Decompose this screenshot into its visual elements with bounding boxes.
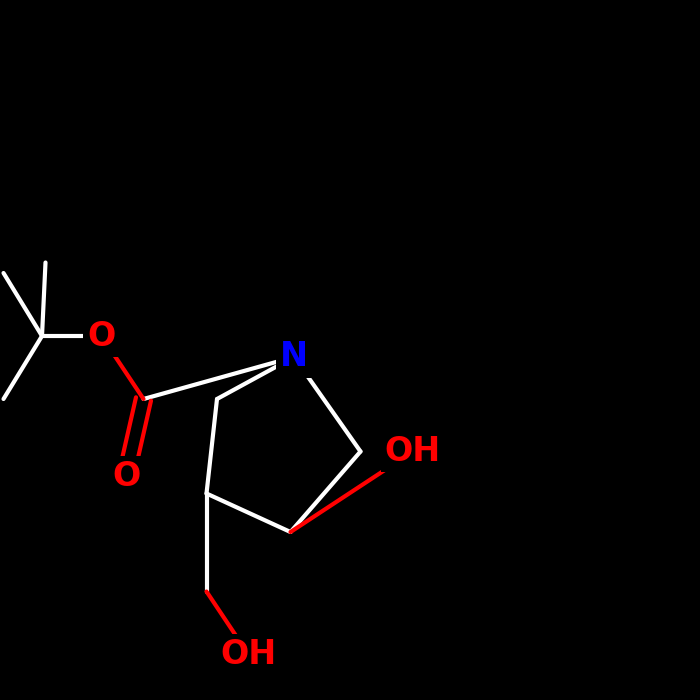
Text: O: O — [112, 459, 140, 493]
Text: OH: OH — [220, 638, 276, 671]
Text: O: O — [88, 319, 116, 353]
Text: N: N — [280, 340, 308, 374]
Text: OH: OH — [385, 435, 441, 468]
